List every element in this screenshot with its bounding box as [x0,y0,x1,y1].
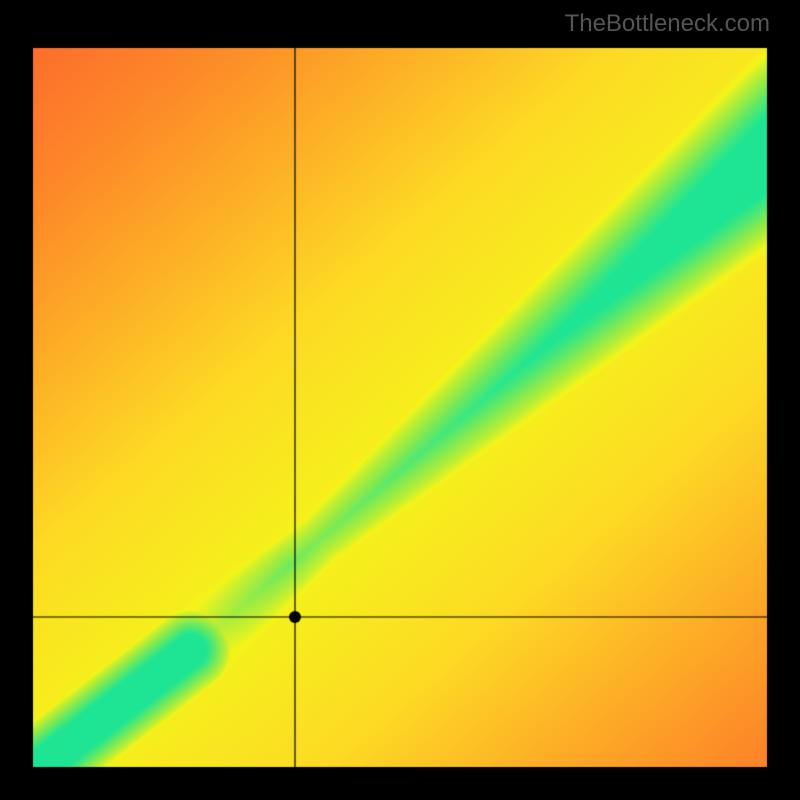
watermark-text: TheBottleneck.com [565,10,770,38]
heatmap-plot [25,40,775,775]
chart-container: TheBottleneck.com [0,0,800,800]
heatmap-canvas [25,40,775,775]
